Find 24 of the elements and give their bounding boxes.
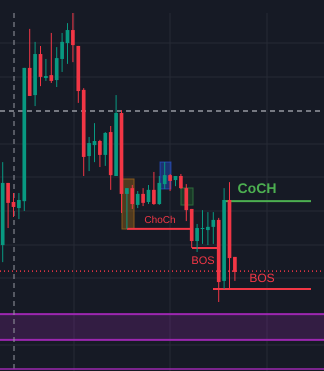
candlestick <box>38 45 42 87</box>
ref-line-label: BOS <box>191 254 215 267</box>
candlestick <box>125 188 129 230</box>
candlestick <box>17 192 21 220</box>
candlestick <box>49 32 54 84</box>
candlestick <box>130 184 134 210</box>
candlestick <box>179 173 183 190</box>
candlestick <box>54 46 59 88</box>
candlestick <box>162 162 167 190</box>
candlestick <box>157 175 162 206</box>
candlestick <box>211 212 216 244</box>
candlestick <box>168 173 172 192</box>
ref-line-label: BOS <box>249 270 275 285</box>
candlestick <box>71 12 75 63</box>
candlestick <box>44 58 48 82</box>
candlestick <box>146 184 150 205</box>
candlestick <box>98 139 102 168</box>
candlestick <box>152 171 156 206</box>
candlestick <box>184 184 188 222</box>
ref-line-label: ChoCh <box>144 214 176 226</box>
candlestick <box>103 132 108 166</box>
ref-line-label: CoCH <box>238 180 276 196</box>
candlestick <box>141 188 145 207</box>
candlestick <box>136 190 140 209</box>
